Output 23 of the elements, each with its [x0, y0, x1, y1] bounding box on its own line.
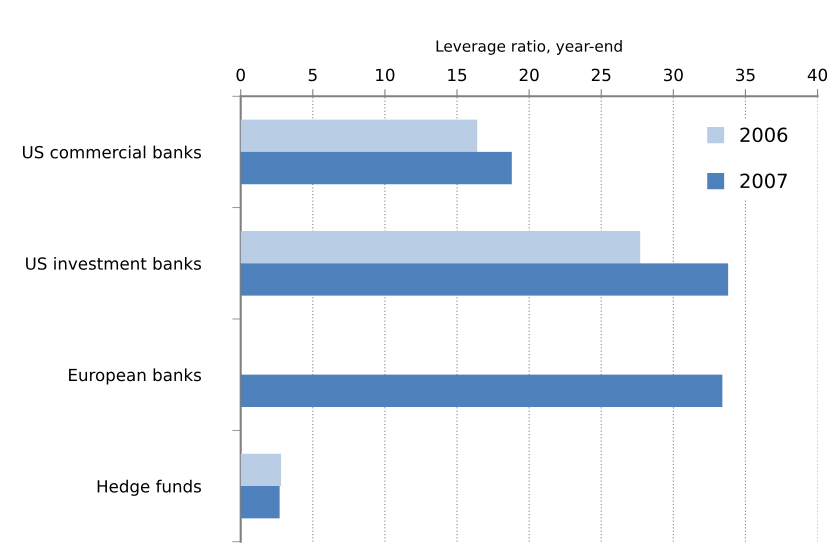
x-tick-label: 35	[736, 68, 755, 82]
x-tick-label: 15	[448, 68, 466, 82]
x-tick-label: 20	[520, 68, 539, 82]
x-tick-label: 0	[236, 68, 245, 82]
legend-label: 2007	[740, 174, 787, 188]
y-tick-label: Hedge funds	[98, 480, 201, 496]
bar	[240, 152, 512, 184]
x-tick-label: 25	[592, 68, 610, 82]
bar	[240, 486, 280, 518]
y-tick-label: US investment banks	[26, 256, 201, 270]
y-tick-label: US commercial banks	[22, 146, 201, 159]
bar	[240, 374, 722, 407]
legend-label: 2006	[740, 127, 788, 142]
bar	[240, 231, 640, 264]
x-axis-title: Leverage ratio, year-end	[436, 40, 622, 55]
x-tick-label: 5	[308, 68, 317, 82]
y-tick-label: European banks	[69, 368, 201, 384]
x-tick-label: 40	[808, 68, 828, 82]
bar	[240, 120, 478, 152]
x-tick-label: 30	[664, 68, 683, 82]
bar	[240, 263, 728, 296]
bar	[240, 454, 282, 486]
x-tick-label: 10	[376, 68, 394, 82]
